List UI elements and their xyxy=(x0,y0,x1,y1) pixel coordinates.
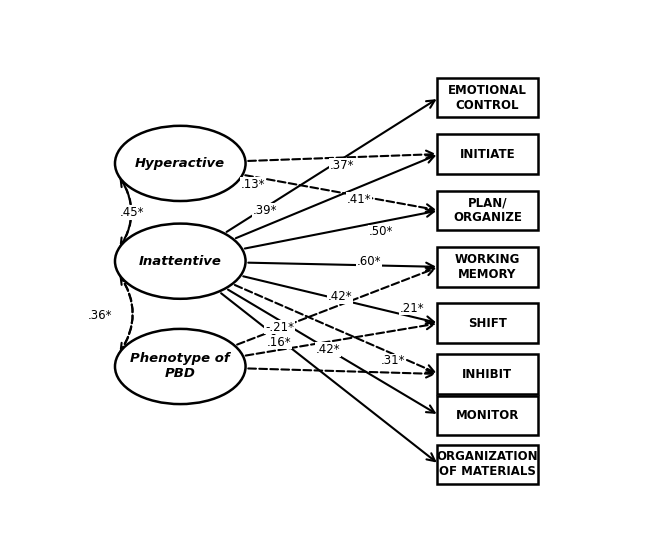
Text: .60*: .60* xyxy=(357,255,381,267)
Text: .31*: .31* xyxy=(381,354,406,368)
FancyBboxPatch shape xyxy=(437,134,538,174)
FancyBboxPatch shape xyxy=(437,354,538,394)
FancyBboxPatch shape xyxy=(437,395,538,435)
Text: Inattentive: Inattentive xyxy=(139,255,222,267)
FancyBboxPatch shape xyxy=(437,445,538,484)
Text: .39*: .39* xyxy=(252,204,277,217)
FancyBboxPatch shape xyxy=(437,191,538,230)
Text: .37*: .37* xyxy=(330,159,354,172)
Text: INHIBIT: INHIBIT xyxy=(462,368,513,381)
Text: .13*: .13* xyxy=(241,178,265,190)
Text: ORGANIZATION
OF MATERIALS: ORGANIZATION OF MATERIALS xyxy=(437,450,538,478)
Text: .42*: .42* xyxy=(328,290,352,304)
Text: .50*: .50* xyxy=(369,225,393,238)
Text: EMOTIONAL
CONTROL: EMOTIONAL CONTROL xyxy=(448,84,527,112)
Text: .45*: .45* xyxy=(119,206,144,219)
Text: SHIFT: SHIFT xyxy=(468,317,507,330)
Ellipse shape xyxy=(115,329,245,404)
Text: .16*: .16* xyxy=(267,335,292,348)
Text: .21*: .21* xyxy=(400,302,424,315)
Text: MONITOR: MONITOR xyxy=(456,409,519,422)
Text: .41*: .41* xyxy=(347,193,371,206)
Text: PLAN/
ORGANIZE: PLAN/ ORGANIZE xyxy=(453,196,522,224)
Text: WORKING
MEMORY: WORKING MEMORY xyxy=(455,253,520,281)
Text: .42*: .42* xyxy=(315,343,340,356)
FancyBboxPatch shape xyxy=(437,78,538,118)
FancyBboxPatch shape xyxy=(437,247,538,287)
Text: Phenotype of
PBD: Phenotype of PBD xyxy=(130,352,230,381)
Ellipse shape xyxy=(115,126,245,201)
FancyBboxPatch shape xyxy=(437,304,538,343)
Text: -.21*: -.21* xyxy=(265,321,294,334)
Text: INITIATE: INITIATE xyxy=(459,148,515,160)
Text: Hyperactive: Hyperactive xyxy=(135,157,225,170)
Text: .36*: .36* xyxy=(88,309,113,322)
Ellipse shape xyxy=(115,224,245,299)
